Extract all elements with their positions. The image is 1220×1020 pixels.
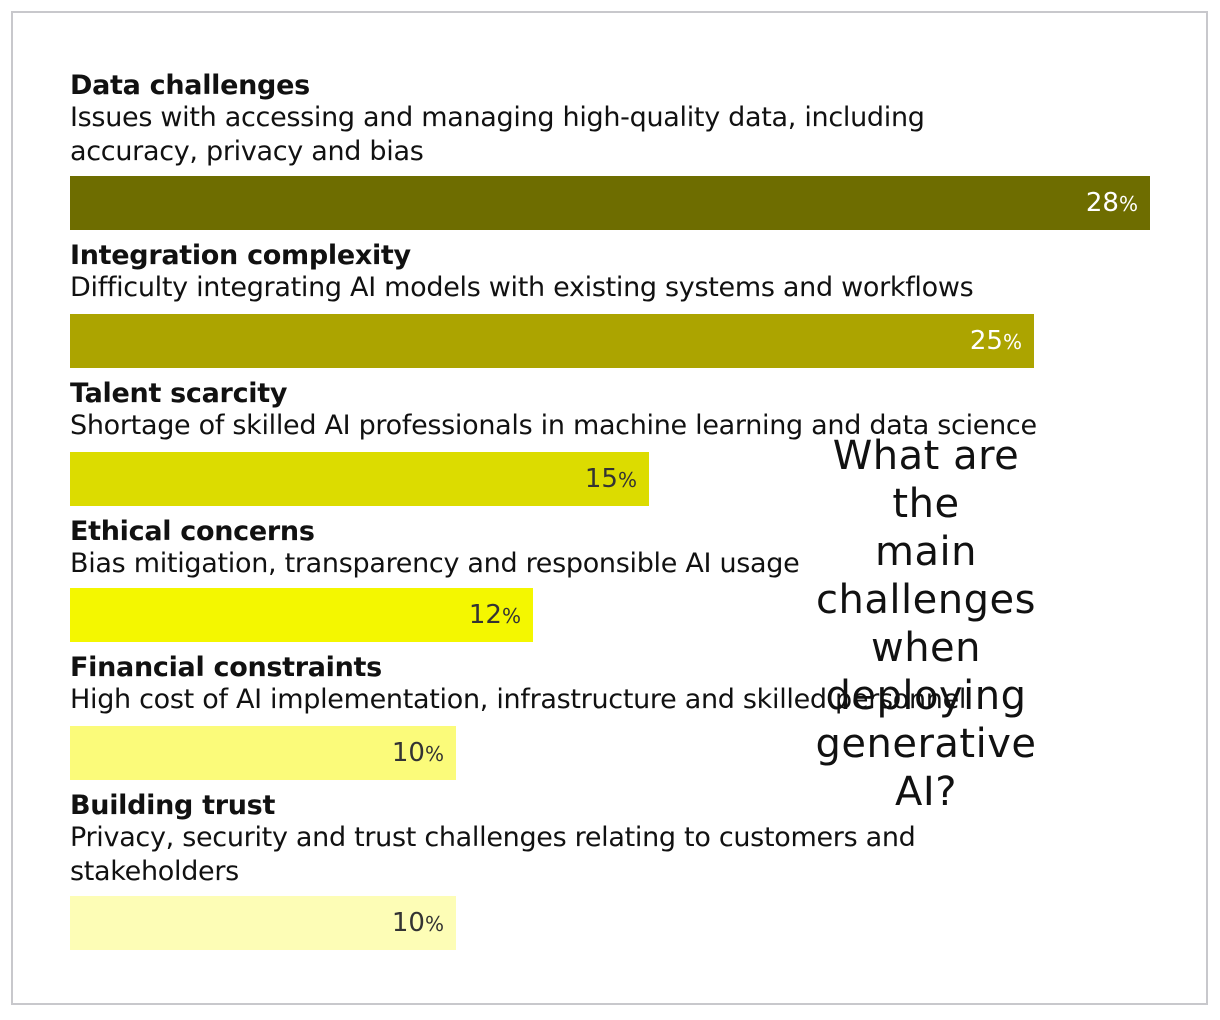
bar: 25%: [70, 314, 1034, 368]
bar-unit: %: [424, 742, 444, 766]
question-line: when: [870, 625, 982, 671]
bar-value: 25: [969, 326, 1003, 356]
question-line: generative: [815, 721, 1037, 767]
challenge-description: Bias mitigation, transparency and respon…: [70, 548, 800, 579]
bar-value: 10: [391, 908, 425, 938]
challenge-item: Building trust Privacy, security and trus…: [70, 790, 1150, 950]
challenge-item: Integration complexity Difficulty integra…: [70, 240, 1150, 368]
bar-value: 15: [584, 464, 618, 494]
question-line: deploying: [825, 673, 1027, 719]
chart-question: What are the main challenges when deploying ge…: [808, 432, 1044, 816]
bar-unit: %: [424, 912, 444, 936]
bar: 10%: [70, 896, 456, 950]
challenge-description: Issues with accessing and managing high-…: [70, 102, 925, 167]
bar-value: 28: [1085, 188, 1119, 218]
challenge-item: Talent scarcity Shortage of skilled AI pr…: [70, 378, 1150, 506]
bar-value-label: 10%: [392, 736, 444, 771]
challenge-item: Financial constraints High cost of AI imp…: [70, 652, 1150, 780]
challenge-item: Ethical concerns Bias mitigation, transpa…: [70, 516, 1150, 642]
bar-unit: %: [617, 468, 637, 492]
challenge-item: Data challenges Issues with accessing and…: [70, 70, 1150, 230]
challenge-title: Building trust: [70, 790, 276, 821]
bar-unit: %: [1002, 330, 1022, 354]
bar-unit: %: [501, 604, 521, 628]
bar-value: 12: [468, 600, 502, 630]
challenge-title: Financial constraints: [70, 652, 382, 683]
challenge-title: Ethical concerns: [70, 516, 315, 547]
question-line: main: [875, 529, 977, 575]
bar-value: 10: [391, 738, 425, 768]
challenge-title: Data challenges: [70, 70, 310, 101]
bar: 15%: [70, 452, 649, 506]
question-line: the: [892, 481, 960, 527]
bar-unit: %: [1118, 192, 1138, 216]
question-line: challenges: [816, 577, 1036, 623]
bar-value-label: 12%: [469, 598, 521, 633]
bar: 12%: [70, 588, 533, 642]
challenge-description: Difficulty integrating AI models with ex…: [70, 272, 974, 303]
challenge-title: Talent scarcity: [70, 378, 288, 409]
question-line: AI?: [895, 769, 957, 815]
challenge-description: High cost of AI implementation, infrastr…: [70, 684, 967, 715]
challenge-description: Shortage of skilled AI professionals in …: [70, 410, 1037, 441]
bar-value-label: 15%: [585, 462, 637, 497]
bar-value-label: 28%: [1086, 186, 1138, 221]
bar: 28%: [70, 176, 1150, 230]
bar-value-label: 10%: [392, 906, 444, 941]
bar-value-label: 25%: [970, 324, 1022, 359]
bar: 10%: [70, 726, 456, 780]
question-line: What are: [832, 433, 1020, 479]
challenge-description: Privacy, security and trust challenges r…: [70, 822, 916, 887]
challenge-title: Integration complexity: [70, 240, 411, 271]
